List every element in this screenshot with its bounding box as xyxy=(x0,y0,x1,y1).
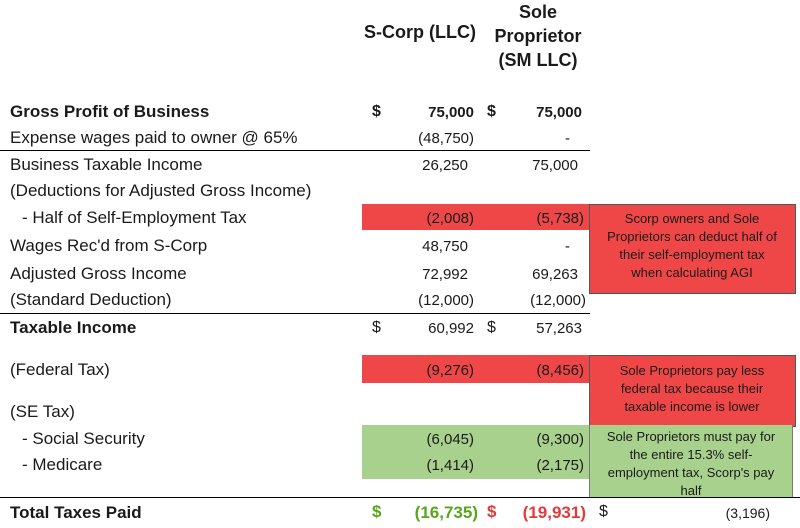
wages-received-scorp: 48,750 xyxy=(422,238,468,255)
medicare-sole: (2,175) xyxy=(536,457,584,474)
agi-note: Scorp owners and Sole Proprietors can de… xyxy=(590,210,794,282)
std-deduction-label: (Standard Deduction) xyxy=(10,290,172,309)
wages-received-label: Wages Rec'd from S-Corp xyxy=(10,236,208,255)
agi-note-line: Scorp owners and Sole xyxy=(624,211,760,226)
half-se-tax-sole: (5,738) xyxy=(536,210,584,227)
total-taxes-dollar-difference: $ xyxy=(599,503,608,520)
se-note-line: employment tax, Scorp's pay xyxy=(607,465,775,480)
se-note-box xyxy=(589,425,793,498)
se-tax-heading: (SE Tax) xyxy=(10,402,75,421)
social-security-scorp: (6,045) xyxy=(426,431,474,448)
std-deduction-sole: (12,000) xyxy=(530,292,586,309)
total-taxes-dollar-sole: $ xyxy=(487,502,497,521)
taxable-income-label: Taxable Income xyxy=(10,318,137,337)
rule-above-taxable-income xyxy=(0,313,590,314)
agi-note-line: Proprietors can deduct half of xyxy=(607,229,777,244)
rule-under-expense xyxy=(0,150,590,151)
sole-column-header-line3: (SM LLC) xyxy=(498,50,578,70)
sole-column-header-line1: Sole xyxy=(518,2,557,22)
total-taxes-label: Total Taxes Paid xyxy=(10,503,142,522)
federal-note: Sole Proprietors pay less federal tax be… xyxy=(590,362,794,416)
federal-tax-scorp: (9,276) xyxy=(426,362,474,379)
se-tax-highlight xyxy=(362,425,590,479)
agi-note-line: their self-employment tax xyxy=(619,247,765,262)
social-security-sole: (9,300) xyxy=(536,431,584,448)
se-note-line: Sole Proprietors must pay for xyxy=(606,429,776,444)
rule-above-total xyxy=(0,497,800,498)
business-taxable-scorp: 26,250 xyxy=(422,157,468,174)
gross-profit-dollar-scorp: $ xyxy=(372,103,381,120)
se-note-line: the entire 15.3% self- xyxy=(629,447,753,462)
federal-tax-sole: (8,456) xyxy=(536,362,584,379)
medicare-scorp: (1,414) xyxy=(426,457,474,474)
se-note-line: half xyxy=(680,483,702,498)
expense-wages-label: Expense wages paid to owner @ 65% xyxy=(10,128,298,147)
std-deduction-scorp: (12,000) xyxy=(418,292,474,309)
scorp-column-header: S-Corp (LLC) xyxy=(364,22,476,42)
half-se-tax-highlight xyxy=(362,204,590,230)
expense-wages-scorp: (48,750) xyxy=(418,130,474,147)
deductions-heading: (Deductions for Adjusted Gross Income) xyxy=(10,181,312,200)
social-security-label: - Social Security xyxy=(22,429,145,448)
business-taxable-label: Business Taxable Income xyxy=(10,155,203,174)
business-taxable-sole: 75,000 xyxy=(532,157,578,174)
federal-note-line: federal tax because their xyxy=(620,381,764,396)
taxable-income-scorp: 60,992 xyxy=(428,320,474,337)
taxable-income-sole: 57,263 xyxy=(536,320,582,337)
wages-received-sole: - xyxy=(565,238,570,255)
medicare-label: - Medicare xyxy=(22,455,103,474)
federal-tax-label: (Federal Tax) xyxy=(10,360,110,379)
agi-scorp: 72,992 xyxy=(422,266,468,283)
gross-profit-scorp: 75,000 xyxy=(428,104,474,121)
sole-column-header-line2: Proprietor xyxy=(494,26,582,46)
total-taxes-scorp: (16,735) xyxy=(414,503,478,522)
total-taxes-dollar-scorp: $ xyxy=(372,502,382,521)
taxable-income-dollar-scorp: $ xyxy=(372,319,381,336)
total-taxes-difference: (3,196) xyxy=(725,505,770,521)
federal-note-line: taxable income is lower xyxy=(624,399,760,414)
half-se-tax-scorp: (2,008) xyxy=(426,210,474,227)
agi-sole: 69,263 xyxy=(532,266,578,283)
agi-note-box xyxy=(589,204,796,294)
total-taxes-sole: (19,931) xyxy=(522,503,586,522)
agi-note-line: when calculating AGI xyxy=(631,265,753,280)
federal-tax-highlight xyxy=(362,355,590,383)
agi-label: Adjusted Gross Income xyxy=(10,264,187,283)
federal-note-box xyxy=(589,355,796,427)
expense-wages-sole: - xyxy=(565,130,570,147)
gross-profit-dollar-sole: $ xyxy=(487,103,496,120)
federal-note-line: Sole Proprietors pay less xyxy=(619,363,765,378)
taxable-income-dollar-sole: $ xyxy=(487,319,496,336)
se-note: Sole Proprietors must pay for the entire… xyxy=(590,428,792,500)
gross-profit-sole: 75,000 xyxy=(536,104,582,121)
gross-profit-label: Gross Profit of Business xyxy=(10,102,210,121)
half-se-tax-label: - Half of Self-Employment Tax xyxy=(22,208,247,227)
